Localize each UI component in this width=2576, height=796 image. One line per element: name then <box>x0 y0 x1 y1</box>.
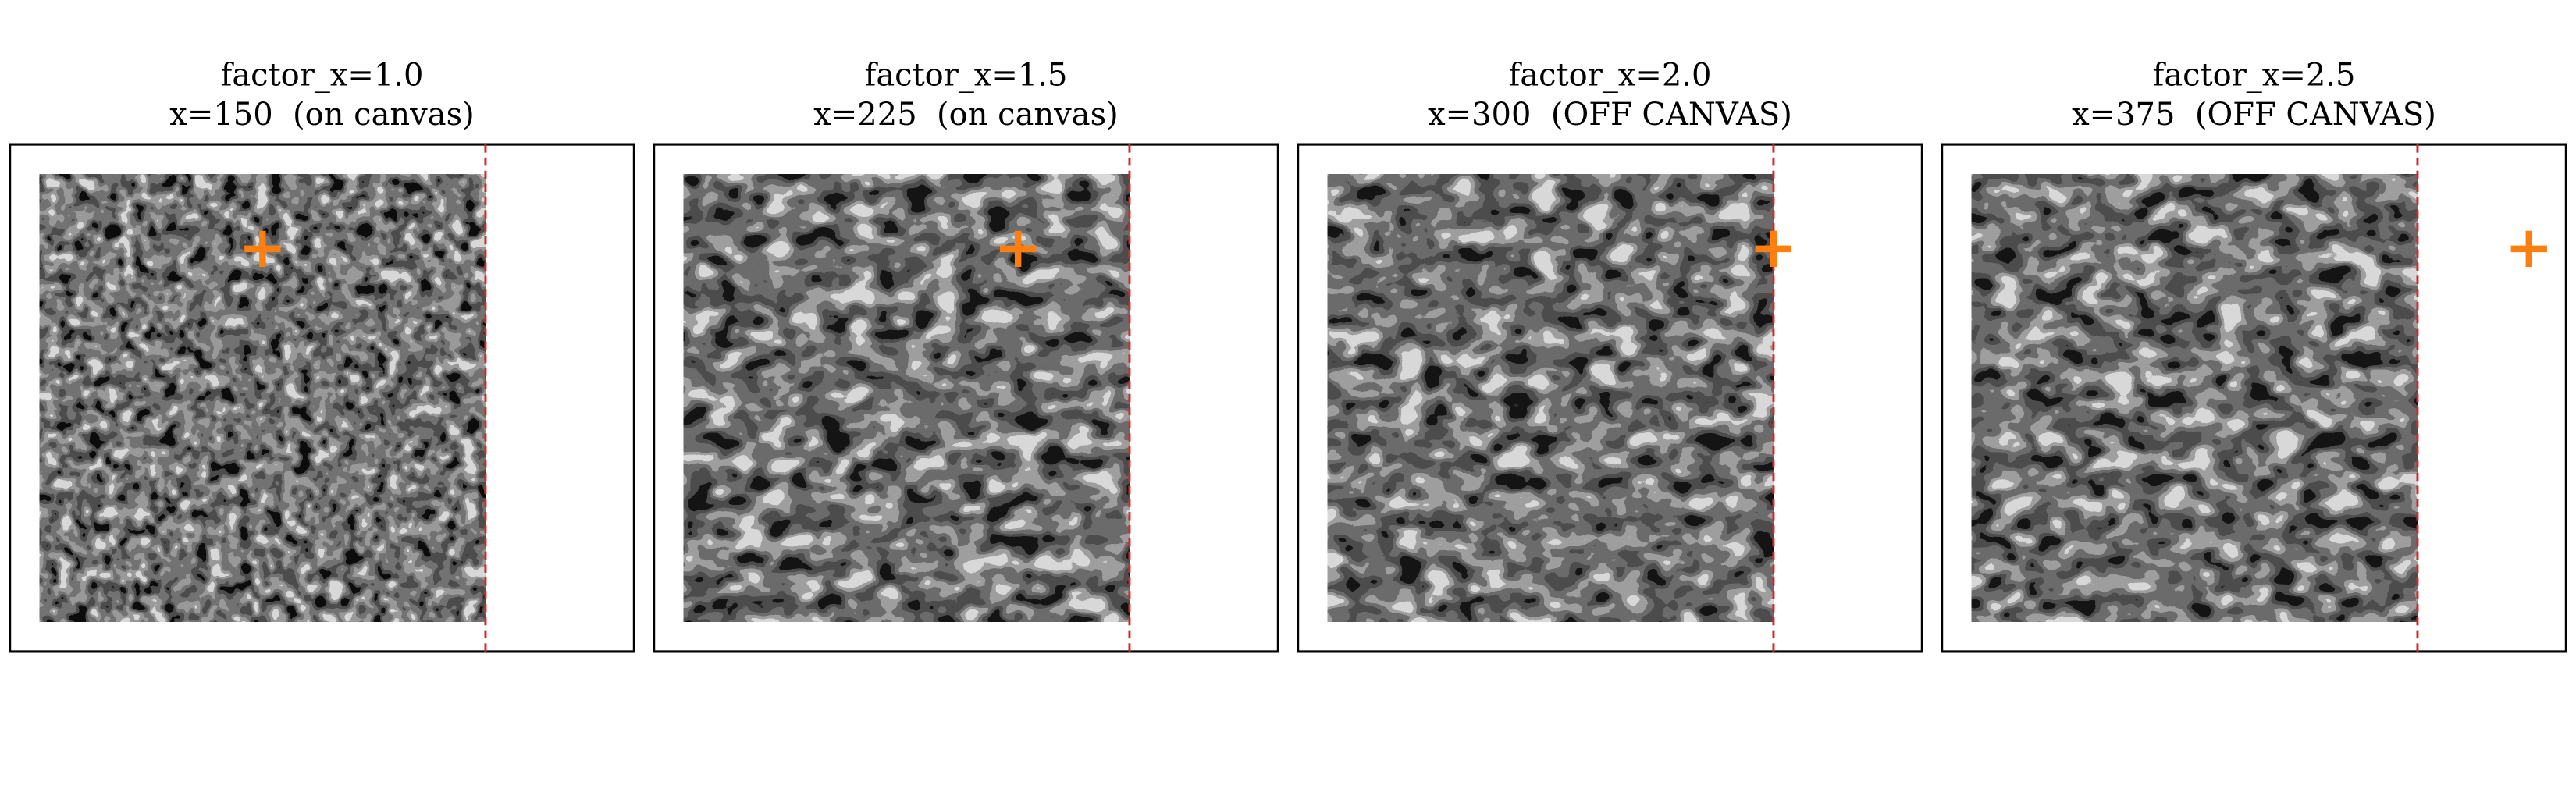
marker <box>1755 230 1792 267</box>
panel-frame <box>653 143 1279 653</box>
marker <box>999 230 1037 267</box>
panel-title: x=300 (OFF CANVAS) <box>1428 97 1792 133</box>
panel-title: factor_x=2.5 <box>2153 57 2356 93</box>
panel-title: x=150 (on canvas) <box>169 97 474 133</box>
canvas-image <box>1971 174 2418 622</box>
marker <box>244 230 281 267</box>
panel-title: factor_x=2.0 <box>1509 57 1712 93</box>
panel-title: factor_x=1.5 <box>865 57 1068 93</box>
marker <box>2510 230 2547 267</box>
panel-title: factor_x=1.0 <box>221 57 424 93</box>
panel-title: x=225 (on canvas) <box>813 97 1118 133</box>
canvas-image <box>1327 174 1774 622</box>
canvas-image <box>683 174 1130 622</box>
panel-frame <box>1297 143 1923 653</box>
panel-frame <box>9 143 635 653</box>
panel-title: x=375 (OFF CANVAS) <box>2072 97 2436 133</box>
panel-frame <box>1941 143 2567 653</box>
